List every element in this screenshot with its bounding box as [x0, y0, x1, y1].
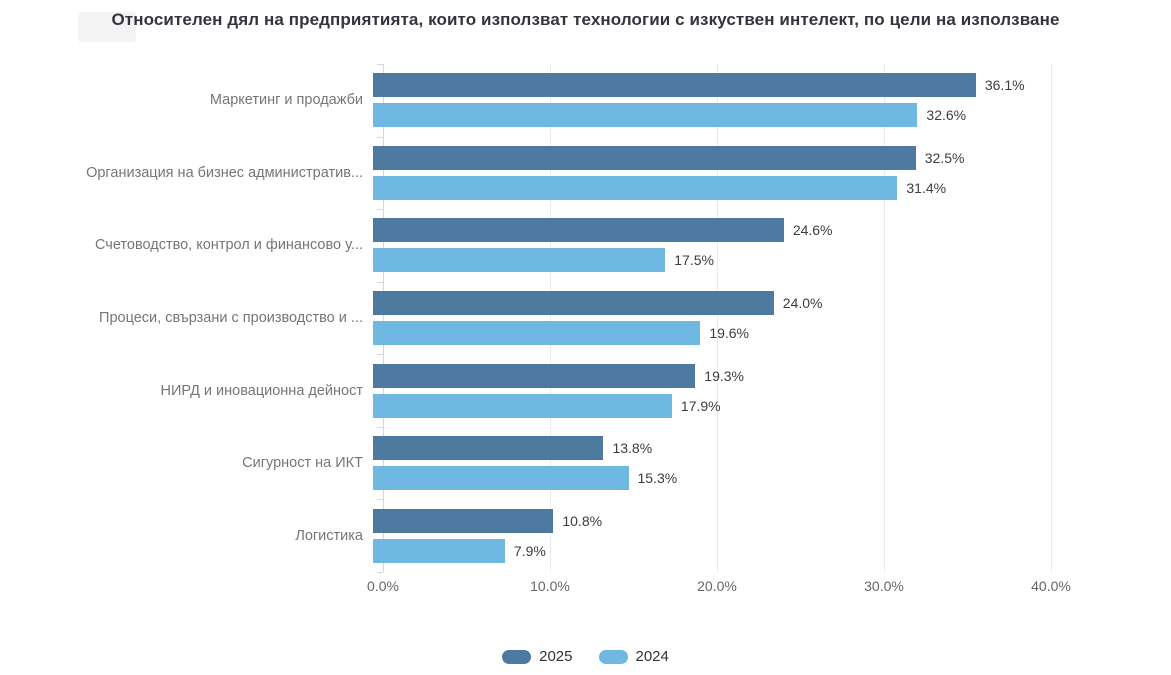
x-axis: 0.0% 10.0% 20.0% 30.0% 40.0% [0, 578, 1171, 598]
gridline [717, 64, 718, 572]
legend-item-2024[interactable]: 2024 [598, 648, 669, 665]
bar-2024[interactable] [373, 175, 898, 200]
bar-line-2025: 19.3% [373, 363, 1041, 388]
axis-tick [377, 281, 383, 283]
bar-line-2024: 32.6% [373, 103, 1041, 128]
bar-line-2025: 24.0% [373, 290, 1041, 315]
axis-tick [377, 499, 383, 501]
category-row: НИРД и иновационна дейност 19.3% 17.9% [0, 354, 1171, 427]
value-label: 19.3% [704, 367, 744, 384]
x-tick-label: 0.0% [367, 578, 399, 594]
axis-tick [377, 136, 383, 138]
bar-group: 24.0% 19.6% [373, 282, 1041, 355]
value-label: 31.4% [906, 179, 947, 196]
bar-line-2025: 13.8% [373, 436, 1041, 461]
category-row: Организация на бизнес административ... 32… [0, 137, 1171, 210]
legend-swatch-icon [598, 649, 628, 664]
bar-group: 36.1% 32.6% [373, 64, 1041, 137]
category-row: Логистика 10.8% 7.9% [0, 499, 1171, 572]
value-label: 17.5% [674, 252, 714, 269]
value-label: 32.6% [926, 107, 967, 124]
bar-line-2024: 31.4% [373, 175, 1041, 200]
legend-label: 2024 [635, 648, 669, 665]
bar-group: 10.8% 7.9% [373, 499, 1041, 572]
bar-2024[interactable] [373, 538, 505, 563]
bar-line-2024: 15.3% [373, 466, 1041, 491]
bar-2025[interactable] [373, 363, 696, 388]
bar-2025[interactable] [373, 145, 916, 170]
category-label: Логистика [295, 527, 363, 544]
value-label: 17.9% [680, 397, 721, 414]
bar-line-2025: 32.5% [373, 145, 1041, 170]
bar-group: 32.5% 31.4% [373, 137, 1041, 210]
axis-tick [377, 354, 383, 356]
bar-line-2024: 17.5% [373, 248, 1041, 273]
bar-line-2025: 36.1% [373, 73, 1041, 98]
category-label: Сигурност на ИКТ [242, 455, 363, 472]
axis-tick [377, 426, 383, 428]
axis-tick [377, 64, 383, 65]
category-row: Процеси, свързани с производство и ... 24… [0, 282, 1171, 355]
y-axis-line [383, 64, 384, 572]
category-label: Процеси, свързани с производство и ... [99, 309, 363, 326]
bar-2025[interactable] [373, 436, 604, 461]
bar-line-2025: 24.6% [373, 218, 1041, 243]
value-label: 36.1% [984, 77, 1025, 94]
value-label: 24.0% [782, 294, 823, 311]
bar-2024[interactable] [373, 103, 918, 128]
category-row: Маркетинг и продажби 36.1% 32.6% [0, 64, 1171, 137]
value-label: 32.5% [924, 149, 965, 166]
category-label: НИРД и иновационна дейност [160, 382, 363, 399]
gridline [884, 64, 885, 572]
legend-label: 2025 [539, 648, 573, 665]
category-row: Счетоводство, контрол и финансово у... 24… [0, 209, 1171, 282]
value-label: 24.6% [792, 222, 833, 239]
bar-line-2025: 10.8% [373, 508, 1041, 533]
bar-group: 13.8% 15.3% [373, 427, 1041, 500]
x-tick-label: 30.0% [864, 578, 904, 594]
bar-2024[interactable] [373, 466, 629, 491]
legend-item-2025[interactable]: 2025 [502, 648, 573, 665]
bar-2024[interactable] [373, 393, 672, 418]
value-label: 15.3% [637, 470, 678, 487]
category-label: Маркетинг и продажби [209, 92, 363, 109]
plot-area [377, 64, 1052, 573]
bar-2025[interactable] [373, 218, 784, 243]
x-tick-label: 40.0% [1031, 578, 1071, 594]
bar-group: 19.3% 17.9% [373, 354, 1041, 427]
bar-line-2024: 7.9% [373, 538, 1041, 563]
bar-2025[interactable] [373, 508, 554, 533]
axis-tick [377, 209, 383, 211]
category-row: Сигурност на ИКТ 13.8% 15.3% [0, 427, 1171, 500]
bar-line-2024: 19.6% [373, 320, 1041, 345]
gridline [550, 64, 551, 572]
value-label: 7.9% [513, 542, 546, 559]
bar-2024[interactable] [373, 320, 701, 345]
axis-tick [377, 572, 383, 573]
bar-rows: Маркетинг и продажби 36.1% 32.6% Организаци… [0, 64, 1171, 572]
legend-swatch-icon [502, 649, 532, 664]
value-label: 10.8% [562, 512, 603, 529]
bar-2025[interactable] [373, 290, 774, 315]
category-label: Организация на бизнес административ... [86, 164, 363, 181]
category-label: Счетоводство, контрол и финансово у... [94, 237, 363, 254]
x-tick-label: 10.0% [530, 578, 570, 594]
watermark-smudge [78, 12, 136, 42]
chart-title: Относителен дял на предприятията, които … [111, 10, 1060, 29]
gridline [1051, 64, 1052, 572]
bar-2025[interactable] [373, 73, 976, 98]
value-label: 13.8% [612, 440, 653, 457]
legend: 2025 2024 [0, 648, 1171, 665]
value-label: 19.6% [709, 324, 750, 341]
bar-2024[interactable] [373, 248, 666, 273]
x-tick-label: 20.0% [697, 578, 737, 594]
bar-line-2024: 17.9% [373, 393, 1041, 418]
bar-group: 24.6% 17.5% [373, 209, 1041, 282]
